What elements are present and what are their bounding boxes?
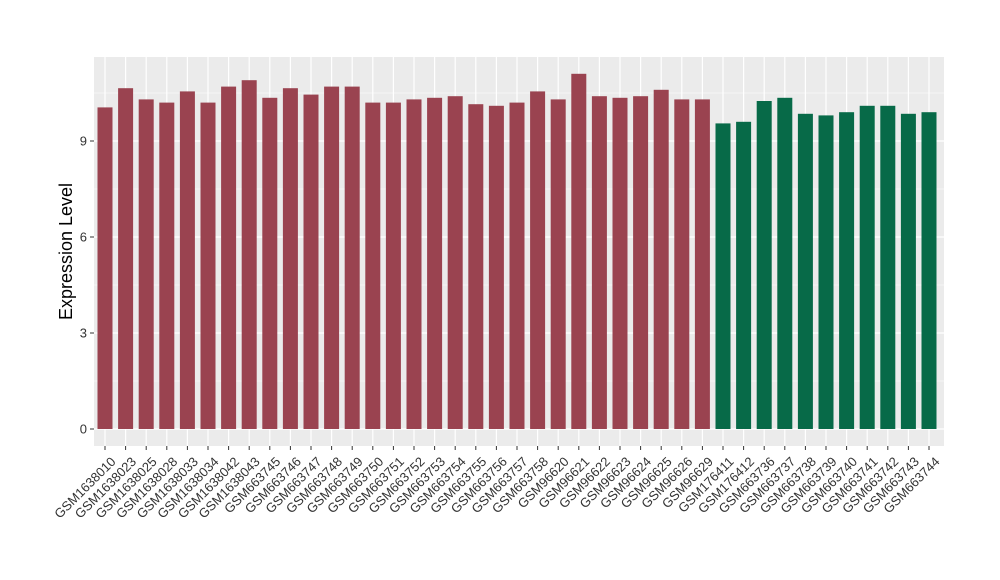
- bar-GSM663740: [839, 112, 855, 429]
- bar-GSM663743: [900, 113, 916, 430]
- bar-GSM96629: [694, 99, 710, 430]
- y-tick-label: 0: [80, 422, 87, 437]
- bar-GSM96626: [674, 99, 690, 430]
- bar-GSM96621: [571, 73, 587, 430]
- bar-GSM663746: [282, 88, 298, 429]
- bar-GSM96625: [653, 89, 669, 430]
- x-axis: GSM1638010GSM1638023GSM1638025GSM1638028…: [51, 446, 943, 521]
- bar-GSM176412: [736, 121, 752, 430]
- bar-GSM663741: [859, 105, 875, 430]
- bar-GSM663756: [488, 105, 504, 430]
- bar-GSM663738: [797, 113, 813, 430]
- bar-GSM663749: [344, 86, 360, 429]
- bar-GSM663742: [880, 105, 896, 430]
- y-tick-label: 3: [80, 326, 87, 341]
- bar-GSM1638034: [200, 102, 216, 429]
- bar-GSM96624: [633, 96, 649, 429]
- bar-GSM1638010: [97, 107, 113, 430]
- bar-GSM663753: [427, 97, 443, 430]
- bar-GSM663748: [324, 86, 340, 429]
- bar-GSM1638025: [138, 99, 154, 430]
- bar-GSM663758: [530, 91, 546, 430]
- bar-GSM96622: [591, 96, 607, 429]
- y-tick-label: 6: [80, 230, 87, 245]
- y-axis-title: Expression Level: [56, 183, 76, 320]
- bar-GSM663739: [818, 115, 834, 430]
- bar-GSM1638042: [221, 86, 237, 429]
- bar-GSM1638043: [241, 80, 257, 429]
- bar-GSM663754: [447, 96, 463, 429]
- bar-GSM663751: [385, 102, 401, 429]
- bar-GSM96623: [612, 97, 628, 430]
- bar-GSM1638028: [159, 102, 175, 429]
- bar-GSM663755: [468, 104, 484, 429]
- bar-GSM663750: [365, 102, 381, 429]
- bar-GSM663736: [756, 101, 772, 429]
- bar-GSM663747: [303, 94, 319, 429]
- bar-GSM1638023: [118, 88, 134, 429]
- bar-GSM663757: [509, 102, 525, 429]
- y-tick-label: 9: [80, 134, 87, 149]
- bar-GSM1638033: [179, 91, 195, 430]
- bar-GSM663744: [921, 112, 937, 429]
- bars: [97, 73, 937, 430]
- bar-GSM176411: [715, 123, 731, 430]
- bar-GSM663737: [777, 97, 793, 430]
- bar-GSM663745: [262, 97, 278, 430]
- bar-GSM663752: [406, 99, 422, 430]
- y-axis: 0 3 6 9: [80, 134, 94, 437]
- bar-GSM96620: [550, 99, 566, 430]
